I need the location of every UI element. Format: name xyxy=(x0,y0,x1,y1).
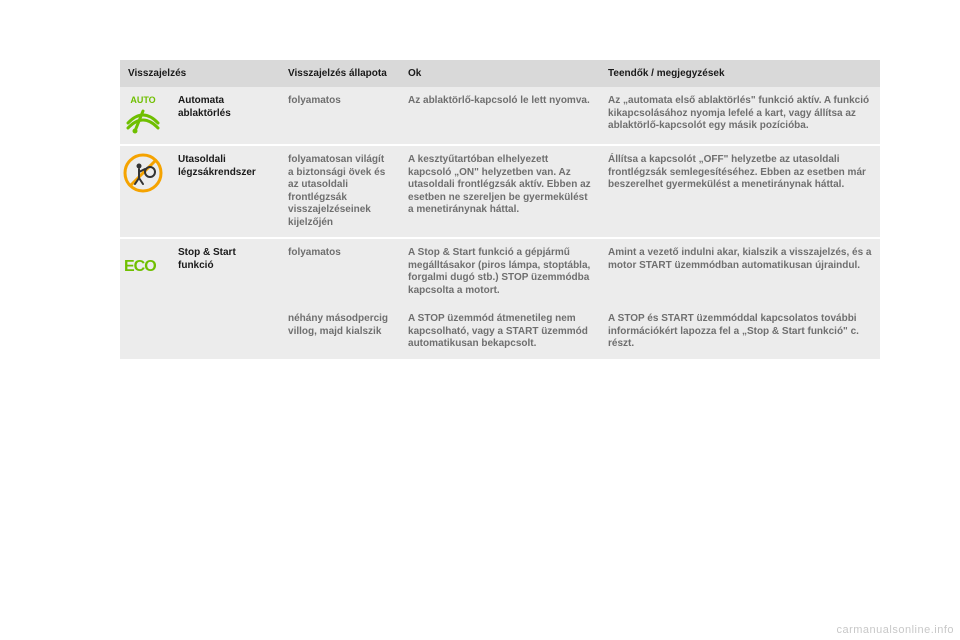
row-notes: A STOP és START üzemmóddal kapcsolatos t… xyxy=(600,305,880,359)
table-row: Utasoldali légzsákrendszer folyamatosan … xyxy=(120,146,880,237)
row-name: Stop & Start funkció xyxy=(170,239,280,359)
indicator-table: Visszajelzés Visszajelzés állapota Ok Te… xyxy=(120,60,880,359)
table-header-row: Visszajelzés Visszajelzés állapota Ok Te… xyxy=(120,60,880,87)
row-notes: Az „automata első ablaktörlés" funkció a… xyxy=(600,87,880,144)
row-ok: Az ablaktörlő-kapcsoló le lett nyomva. xyxy=(400,87,600,144)
row-state: folyamatosan világít a biztonsági övek é… xyxy=(280,146,400,237)
row-notes: Állítsa a kapcsolót „OFF" helyzetbe az u… xyxy=(600,146,880,237)
svg-text:AUTO: AUTO xyxy=(130,95,155,105)
row-state: folyamatos xyxy=(280,87,400,144)
auto-wiper-icon: AUTO xyxy=(122,93,164,135)
row-name: Utasoldali légzsákrendszer xyxy=(170,146,280,237)
watermark-text: carmanualsonline.info xyxy=(836,624,954,636)
eco-icon: ECO xyxy=(122,245,164,287)
row-name: Automata ablaktörlés xyxy=(170,87,280,144)
svg-text:ECO: ECO xyxy=(124,258,156,275)
header-allapota: Visszajelzés állapota xyxy=(280,60,400,87)
table-row: ECO Stop & Start funkció folyamatos A St… xyxy=(120,239,880,305)
row-ok: A Stop & Start funkció a gépjármű megáll… xyxy=(400,239,600,305)
header-visszajelzes: Visszajelzés xyxy=(120,60,280,87)
header-teendok: Teendők / megjegyzések xyxy=(600,60,880,87)
header-ok: Ok xyxy=(400,60,600,87)
row-state: néhány másodpercig villog, majd kialszik xyxy=(280,305,400,359)
table-row: AUTO Automata ablaktörlés folyamatos Az … xyxy=(120,87,880,144)
row-notes: Amint a vezető indulni akar, kialszik a … xyxy=(600,239,880,305)
row-ok: A kesztyűtartóban elhelyezett kapcsoló „… xyxy=(400,146,600,237)
row-state: folyamatos xyxy=(280,239,400,305)
airbag-off-icon xyxy=(122,152,164,194)
row-ok: A STOP üzemmód átmenetileg nem kapcsolha… xyxy=(400,305,600,359)
